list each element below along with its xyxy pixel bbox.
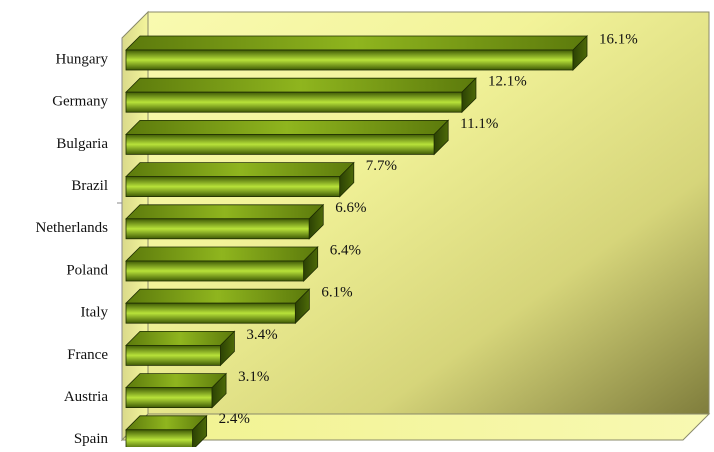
bar-brazil bbox=[125, 161, 355, 198]
bar-front-face bbox=[125, 176, 341, 198]
bar-side-face bbox=[211, 372, 227, 409]
bar-front-face bbox=[125, 91, 463, 113]
bar-top-face bbox=[125, 120, 450, 135]
bar-italy bbox=[125, 288, 311, 325]
bar-side-face bbox=[192, 414, 208, 451]
bar-top-face bbox=[125, 330, 236, 346]
bar-front-face bbox=[125, 302, 296, 324]
bar-netherlands bbox=[125, 203, 325, 240]
value-label: 3.4% bbox=[246, 327, 277, 343]
floor bbox=[120, 413, 711, 441]
bar-spain bbox=[125, 414, 208, 451]
bar-side-face bbox=[308, 203, 324, 240]
bar-front-face bbox=[125, 260, 305, 282]
bar-side-face bbox=[339, 161, 355, 198]
value-label: 6.6% bbox=[335, 200, 366, 216]
bar-hungary bbox=[125, 35, 588, 71]
bar-top-face bbox=[125, 77, 477, 93]
category-label: Bulgaria bbox=[56, 136, 108, 152]
value-label: 6.1% bbox=[321, 285, 352, 301]
category-label: Germany bbox=[52, 94, 108, 110]
bar-germany bbox=[125, 77, 477, 114]
value-label: 3.1% bbox=[238, 369, 269, 385]
bar-side-face bbox=[461, 77, 477, 114]
bar-top-face bbox=[125, 246, 319, 262]
bar-front-face bbox=[125, 429, 194, 451]
bar-top-face bbox=[125, 288, 311, 304]
category-label: Spain bbox=[74, 431, 109, 447]
bar-top-face bbox=[125, 373, 228, 389]
bar-austria bbox=[125, 372, 228, 409]
bar-side-face bbox=[303, 246, 319, 282]
bar-side-face bbox=[433, 119, 449, 156]
bar-france bbox=[125, 330, 236, 367]
value-label: 7.7% bbox=[366, 158, 397, 174]
bar-front-face bbox=[125, 387, 213, 409]
labels: 16.1% Hungary 12.1% Germany 11.1% Bulgaria 7.7… bbox=[36, 31, 638, 447]
bar-front-face bbox=[125, 133, 435, 155]
bar-front-face bbox=[125, 218, 310, 240]
bars bbox=[125, 35, 588, 451]
value-label: 6.4% bbox=[330, 242, 361, 258]
bar-bulgaria bbox=[125, 119, 450, 156]
bar-side-face bbox=[572, 35, 588, 71]
bar-top-face bbox=[125, 35, 588, 51]
bar-front-face bbox=[125, 49, 574, 71]
category-label: Poland bbox=[66, 262, 108, 278]
bar-poland bbox=[125, 246, 319, 282]
value-label: 11.1% bbox=[460, 116, 498, 132]
category-label: Austria bbox=[64, 389, 109, 405]
category-label: Brazil bbox=[71, 178, 108, 194]
value-label: 16.1% bbox=[599, 31, 638, 47]
bar-top-face bbox=[125, 204, 325, 220]
category-label: Netherlands bbox=[36, 220, 109, 236]
bar-front-face bbox=[125, 344, 221, 366]
bar-top-face bbox=[125, 162, 355, 178]
value-label: 12.1% bbox=[488, 74, 527, 90]
category-label: Hungary bbox=[56, 51, 109, 67]
category-label: France bbox=[67, 347, 108, 363]
category-label: Italy bbox=[81, 305, 109, 321]
bar-side-face bbox=[294, 288, 310, 325]
value-label: 2.4% bbox=[219, 411, 250, 427]
bar-side-face bbox=[219, 330, 235, 367]
